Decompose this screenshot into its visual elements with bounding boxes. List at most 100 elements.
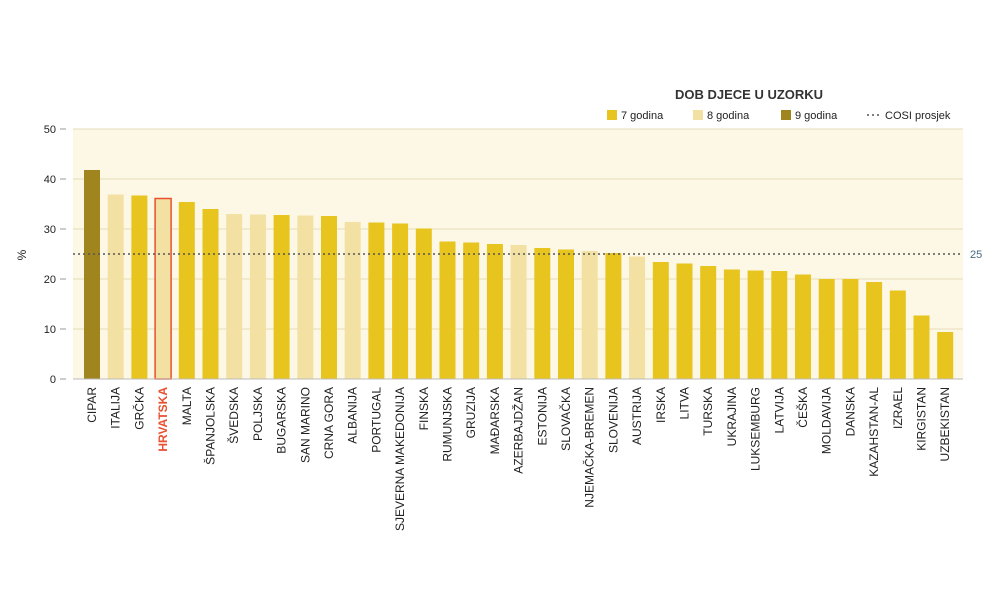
category-label: ŠVEDSKA bbox=[226, 387, 241, 444]
bar-mađarska bbox=[486, 244, 503, 379]
category-label: FINSKA bbox=[417, 387, 431, 430]
bar-latvija bbox=[771, 271, 788, 379]
bar-litva bbox=[676, 263, 693, 379]
bar-kazahstan-al bbox=[866, 282, 883, 379]
category-label: HRVATSKA bbox=[156, 387, 170, 452]
bar-portugal bbox=[368, 222, 385, 379]
category-label: KIRGISTAN bbox=[915, 387, 929, 451]
bar-estonija bbox=[534, 248, 551, 379]
category-labels: CIPAR ITALIJA GRČKA HRVATSKA MALTA ŠPANJOLSKA… bbox=[85, 387, 952, 531]
bar-irska bbox=[652, 262, 669, 379]
bar-češka bbox=[795, 274, 811, 379]
category-label: ŠPANJOLSKA bbox=[203, 387, 218, 465]
bar-finska bbox=[415, 228, 432, 379]
category-label: KAZAHSTAN-AL bbox=[867, 387, 881, 477]
category-label: LUKSEMBURG bbox=[749, 387, 763, 471]
legend-label: 8 godina bbox=[707, 110, 750, 122]
y-tick-label: 50 bbox=[44, 124, 56, 136]
category-label: IRSKA bbox=[654, 387, 668, 423]
bar-luksemburg bbox=[747, 270, 764, 379]
category-label: ESTONIJA bbox=[535, 387, 549, 445]
category-label: ČEŠKA bbox=[795, 387, 810, 428]
average-value-label: 25 bbox=[970, 249, 982, 261]
category-label: UKRAJINA bbox=[725, 387, 739, 446]
category-label: RUMUNJSKA bbox=[441, 387, 455, 462]
bar-gruzija bbox=[463, 242, 480, 379]
bar-rumunjska bbox=[439, 241, 456, 379]
y-tick-label: 20 bbox=[44, 274, 56, 286]
bar-švedska bbox=[226, 214, 243, 379]
category-label: SAN MARINO bbox=[298, 387, 312, 463]
bar-slovačka bbox=[558, 249, 574, 379]
legend-swatch bbox=[693, 110, 703, 120]
bar-izrael bbox=[889, 290, 906, 379]
bar-bugarska bbox=[273, 215, 290, 379]
category-label: MALTA bbox=[180, 387, 194, 425]
category-label: MAĐARSKA bbox=[488, 387, 502, 454]
y-tick-label: 40 bbox=[44, 174, 56, 186]
bar-danska bbox=[842, 279, 859, 379]
legend-title: DOB DJECE U UZORKU bbox=[675, 87, 823, 102]
bar-san marino bbox=[297, 215, 314, 379]
legend-label: COSI prosjek bbox=[885, 110, 951, 122]
legend-item-8: 8 godina bbox=[693, 110, 750, 122]
category-label: TURSKA bbox=[701, 387, 715, 436]
bar-albanija bbox=[344, 222, 361, 379]
bar-uzbekistan bbox=[937, 332, 954, 379]
category-label: AUSTRIJA bbox=[630, 387, 644, 445]
legend-item-7: 7 godina bbox=[607, 110, 664, 122]
y-tick-label: 0 bbox=[50, 374, 56, 386]
bar-sjeverna makedonija bbox=[392, 223, 409, 379]
category-label: CIPAR bbox=[85, 387, 99, 423]
legend-swatch bbox=[607, 110, 617, 120]
bar-njemačka-bremen bbox=[581, 251, 598, 379]
category-label: CRNA GORA bbox=[322, 387, 336, 459]
category-label: ITALIJA bbox=[109, 387, 123, 429]
y-axis-ticks: 0 10 20 30 40 50 bbox=[44, 124, 66, 386]
average-line-group: 25 bbox=[73, 249, 982, 261]
legend-swatch bbox=[781, 110, 791, 120]
bar-malta bbox=[178, 202, 195, 379]
legend: DOB DJECE U UZORKU 7 godina 8 godina 9 god… bbox=[607, 87, 951, 122]
bar-crna gora bbox=[321, 216, 337, 379]
bar-kirgistan bbox=[913, 315, 930, 379]
bar-moldavija bbox=[818, 279, 835, 379]
bar-azerbajdžan bbox=[510, 245, 527, 379]
legend-label: 9 godina bbox=[795, 110, 838, 122]
category-label: UZBEKISTAN bbox=[938, 387, 952, 461]
bar-hrvatska bbox=[154, 197, 172, 380]
category-label: ALBANIJA bbox=[346, 387, 360, 444]
bar-austrija bbox=[629, 256, 646, 379]
bar-italija bbox=[107, 194, 124, 379]
category-label: GRČKA bbox=[131, 387, 146, 430]
category-label: AZERBAJDŽAN bbox=[511, 387, 526, 474]
category-label: MOLDAVIJA bbox=[820, 387, 834, 454]
category-label: SLOVENIJA bbox=[606, 387, 620, 453]
bars bbox=[84, 170, 954, 380]
category-label: IZRAEL bbox=[891, 387, 905, 429]
category-label: PORTUGAL bbox=[369, 387, 383, 453]
bar-slovenija bbox=[605, 253, 622, 379]
bar-ukrajina bbox=[723, 269, 740, 379]
category-label: SJEVERNA MAKEDONIJA bbox=[393, 387, 407, 531]
bar-turska bbox=[700, 266, 717, 379]
bar-cipar bbox=[84, 170, 100, 379]
category-label: DANSKA bbox=[843, 387, 857, 436]
category-label: NJEMAČKA-BREMEN bbox=[582, 387, 597, 508]
y-axis-label: % bbox=[15, 249, 29, 260]
bar-grčka bbox=[131, 195, 148, 379]
y-tick-label: 30 bbox=[44, 224, 56, 236]
bar-poljska bbox=[249, 214, 266, 379]
category-label: BUGARSKA bbox=[275, 387, 289, 454]
category-label: GRUZIJA bbox=[464, 387, 478, 438]
legend-label: 7 godina bbox=[621, 110, 664, 122]
legend-item-9: 9 godina bbox=[781, 110, 838, 122]
y-tick-label: 10 bbox=[44, 324, 56, 336]
legend-item-avg: COSI prosjek bbox=[867, 110, 951, 122]
category-label: LITVA bbox=[678, 387, 692, 419]
category-label: POLJSKA bbox=[251, 387, 265, 441]
category-label: LATVIJA bbox=[772, 387, 786, 433]
category-label: SLOVAČKA bbox=[558, 387, 573, 451]
bar-španjolska bbox=[202, 209, 219, 379]
